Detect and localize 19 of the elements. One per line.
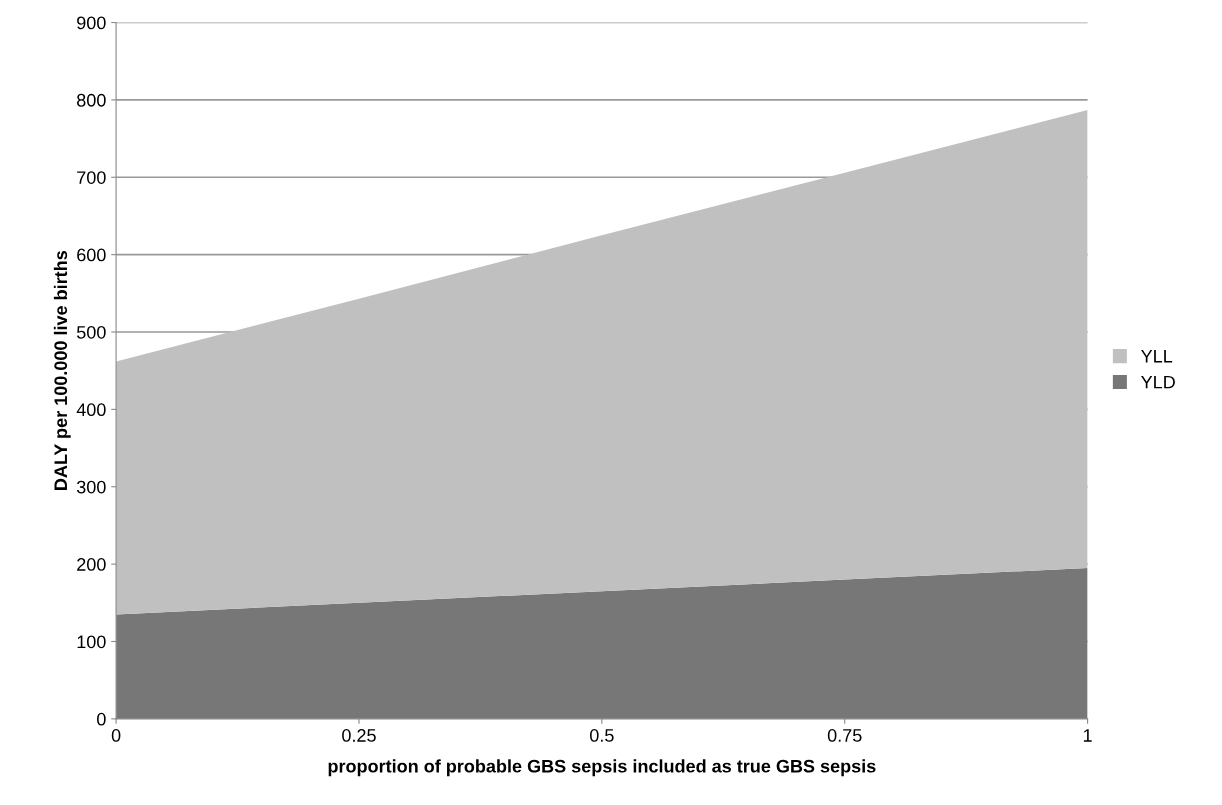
y-tick-label: 800 xyxy=(77,93,106,107)
y-tick-label: 500 xyxy=(76,325,106,339)
y-tick-label: 700 xyxy=(77,171,106,184)
x-tick-label: 0.25 xyxy=(342,729,376,742)
y-tick-label: 0 xyxy=(97,712,106,726)
x-tick-label: 0.75 xyxy=(827,729,862,742)
x-tick-label: 0.5 xyxy=(589,729,614,742)
x-tick-label: 0 xyxy=(111,729,121,742)
legend-label: YLL xyxy=(1141,350,1173,363)
y-tick-label: 600 xyxy=(77,248,106,262)
y-tick-label: 200 xyxy=(77,558,106,571)
x-axis-title: proportion of probable GBS sepsis included as true GBS sepsis xyxy=(328,759,876,777)
y-tick-label: 900 xyxy=(77,16,106,30)
y-tick-label: 300 xyxy=(76,480,106,494)
x-tick-label: 1 xyxy=(1083,729,1092,742)
y-tick-label: 100 xyxy=(77,635,106,649)
y-axis-title: DALY per 100.000 live births xyxy=(53,250,71,490)
legend-label: YLD xyxy=(1141,375,1175,389)
y-tick-label: 400 xyxy=(76,403,106,417)
